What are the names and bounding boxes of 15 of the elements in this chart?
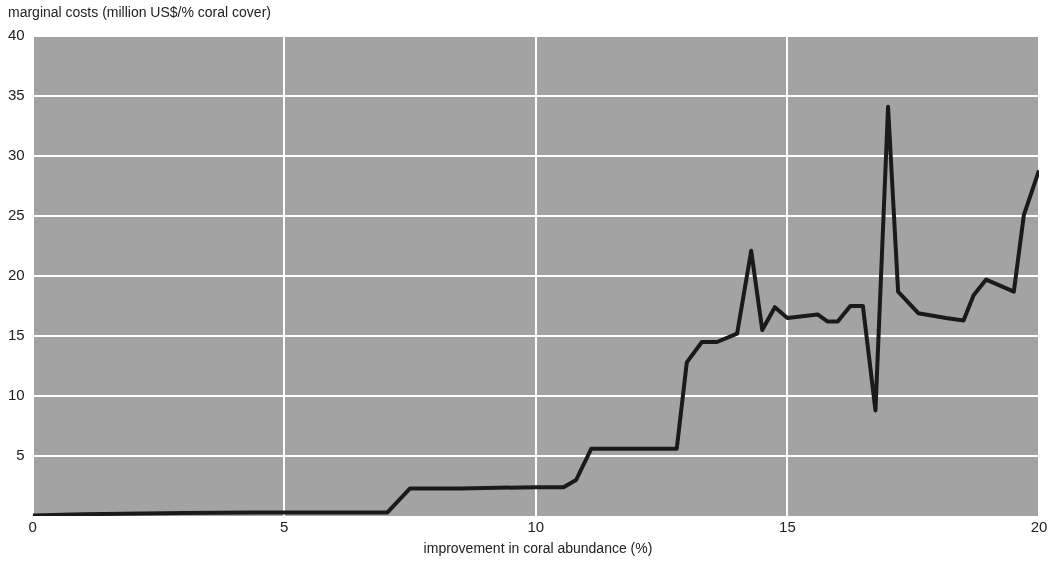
- y-tick-label: 35: [8, 86, 25, 104]
- x-tick-label: 20: [1030, 518, 1048, 536]
- y-tick-label: 30: [8, 146, 25, 164]
- x-tick-label: 15: [779, 518, 796, 536]
- x-tick-label: 0: [28, 518, 37, 536]
- y-tick-label: 10: [8, 386, 25, 404]
- y-tick-label: 5: [16, 446, 25, 464]
- y-tick-label: 40: [8, 26, 25, 44]
- x-tick-label: 10: [527, 518, 545, 536]
- y-axis-title: marginal costs (million US$/% coral cover): [8, 4, 271, 20]
- x-axis-title: improvement in coral abundance (%): [422, 540, 654, 556]
- y-tick-label: 25: [8, 206, 25, 224]
- x-tick-label: 5: [280, 518, 289, 536]
- y-tick-label: 15: [8, 326, 25, 344]
- y-tick-label: 20: [8, 266, 25, 284]
